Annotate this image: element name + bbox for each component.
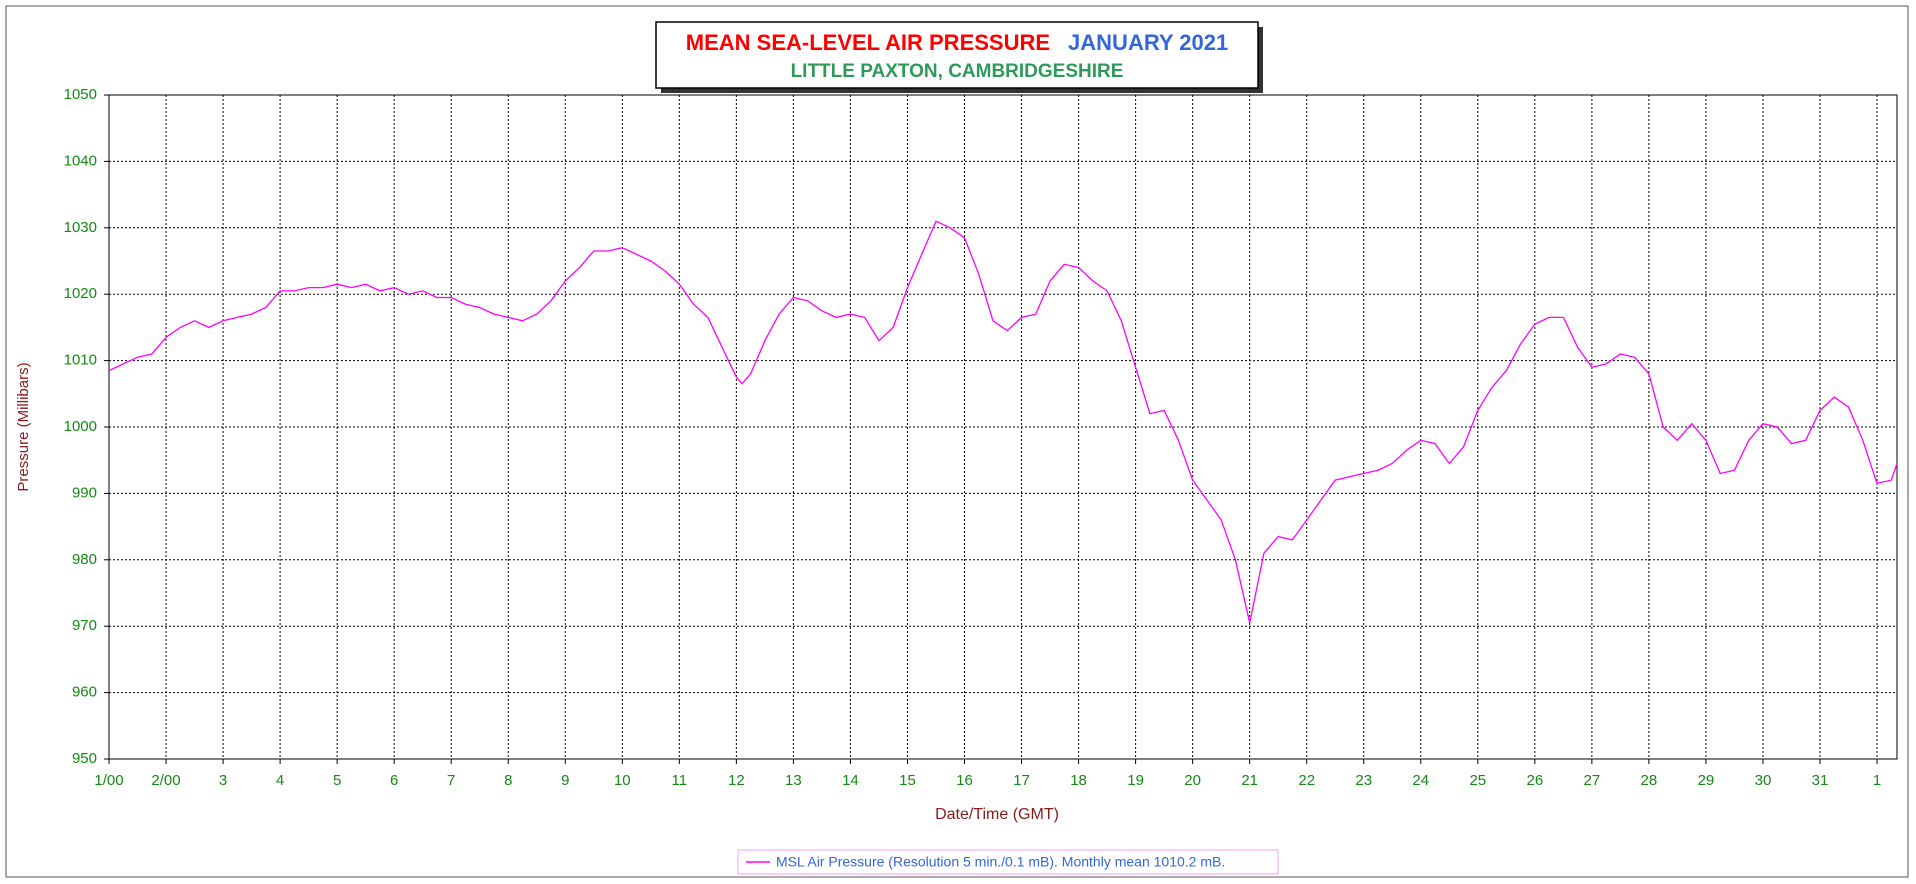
x-tick-label: 12	[728, 772, 745, 789]
y-tick-label: 1040	[64, 152, 97, 169]
outer-border	[5, 5, 1909, 878]
y-tick-label: 1030	[64, 219, 97, 236]
x-tick-label: 16	[956, 772, 973, 789]
x-tick-label: 11	[672, 772, 688, 789]
title-period: JANUARY 2021	[1068, 30, 1228, 55]
x-tick-label: 31	[1812, 772, 1829, 789]
x-tick-label: 20	[1184, 772, 1201, 789]
x-tick-label: 2/00	[151, 772, 180, 789]
y-tick-label: 1050	[64, 86, 97, 103]
x-tick-label: 19	[1127, 772, 1144, 789]
x-tick-label: 28	[1641, 772, 1658, 789]
y-tick-label: 960	[72, 684, 97, 701]
x-tick-label: 30	[1755, 772, 1772, 789]
x-tick-label: 15	[899, 772, 916, 789]
y-axis-label: Pressure (Millibars)	[15, 362, 32, 491]
x-tick-label: 7	[447, 772, 455, 789]
x-tick-label: 21	[1241, 772, 1258, 789]
y-tick-label: 990	[72, 484, 97, 501]
x-tick-label: 24	[1412, 772, 1429, 789]
x-tick-label: 22	[1298, 772, 1315, 789]
x-tick-label: 13	[785, 772, 802, 789]
x-tick-label: 3	[219, 772, 227, 789]
y-tick-label: 980	[72, 551, 97, 568]
title: MEAN SEA-LEVEL AIR PRESSURE JANUARY 2021	[686, 30, 1228, 55]
x-tick-label: 26	[1526, 772, 1543, 789]
x-tick-label: 8	[504, 772, 512, 789]
title-box	[655, 21, 1259, 89]
x-tick-label: 25	[1469, 772, 1486, 789]
x-tick-label: 1/00	[94, 772, 123, 789]
x-tick-label: 10	[614, 772, 631, 789]
legend-box	[737, 849, 1279, 875]
plot-frame	[108, 94, 1898, 760]
x-tick-label: 6	[390, 772, 398, 789]
subtitle: LITTLE PAXTON, CAMBRIDGESHIRE	[791, 61, 1124, 82]
y-tick-label: 1020	[64, 285, 97, 302]
x-tick-label: 14	[842, 772, 859, 789]
y-tick-label: 950	[72, 750, 97, 767]
title-main: MEAN SEA-LEVEL AIR PRESSURE	[686, 30, 1050, 55]
x-tick-label: 1	[1873, 772, 1881, 789]
x-tick-label: 9	[561, 772, 569, 789]
pressure-line	[108, 220, 1898, 624]
x-tick-label: 4	[276, 772, 284, 789]
y-tick-label: 1010	[64, 352, 97, 369]
x-tick-label: 23	[1355, 772, 1372, 789]
x-tick-label: 17	[1013, 772, 1030, 789]
x-tick-label: 27	[1584, 772, 1601, 789]
x-tick-label: 5	[333, 772, 341, 789]
legend-label: MSL Air Pressure (Resolution 5 min./0.1 …	[776, 854, 1225, 870]
x-axis-label: Date/Time (GMT)	[935, 806, 1059, 823]
y-tick-label: 970	[72, 617, 97, 634]
x-tick-label: 18	[1070, 772, 1087, 789]
x-tick-label: 29	[1698, 772, 1715, 789]
y-tick-label: 1000	[64, 418, 97, 435]
